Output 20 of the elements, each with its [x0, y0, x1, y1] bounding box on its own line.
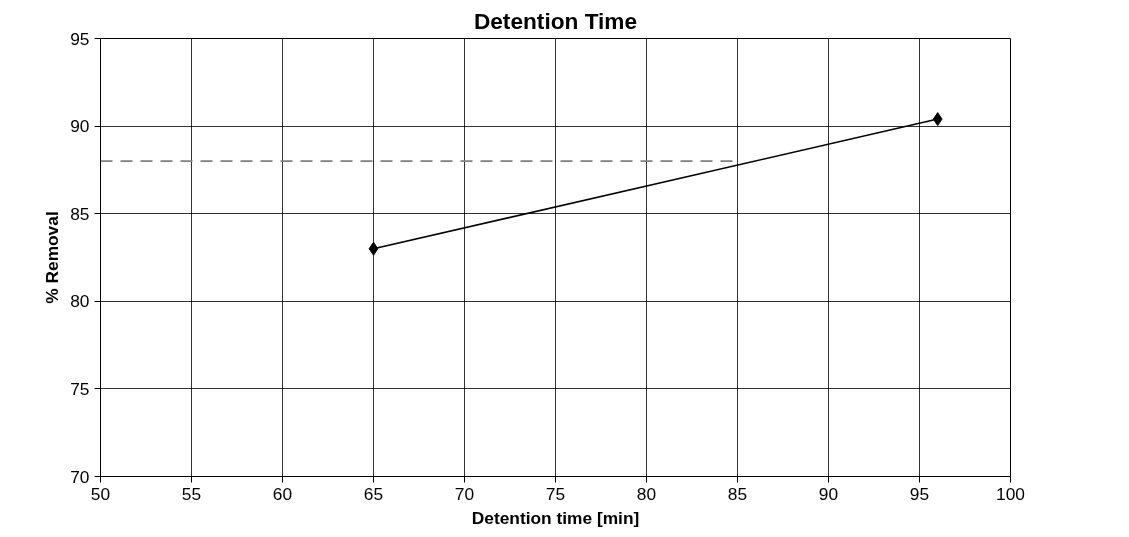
- x-axis-title: Detention time [min]: [471, 507, 640, 528]
- x-tick-label: 70: [454, 483, 475, 504]
- x-tick-label: 60: [272, 483, 293, 504]
- y-tick-label: 80: [70, 291, 90, 312]
- x-tick-label: 75: [545, 483, 566, 504]
- x-tick-label: 65: [363, 483, 384, 504]
- y-tick-label: 70: [70, 466, 90, 487]
- y-tick-label: 85: [70, 203, 90, 224]
- x-tick-label: 80: [636, 483, 657, 504]
- y-axis-title: % Removal: [42, 211, 63, 304]
- chart-title: Detention Time: [473, 7, 638, 34]
- y-tick-label: 75: [70, 378, 90, 399]
- y-tick-label: 95: [70, 28, 90, 49]
- x-tick-label: 95: [909, 483, 930, 504]
- x-tick-label: 100: [996, 483, 1025, 504]
- x-tick-label: 90: [818, 483, 839, 504]
- y-tick-label: 90: [70, 116, 90, 137]
- x-tick-label: 50: [90, 483, 111, 504]
- x-tick-label: 55: [181, 483, 202, 504]
- x-tick-label: 85: [727, 483, 748, 504]
